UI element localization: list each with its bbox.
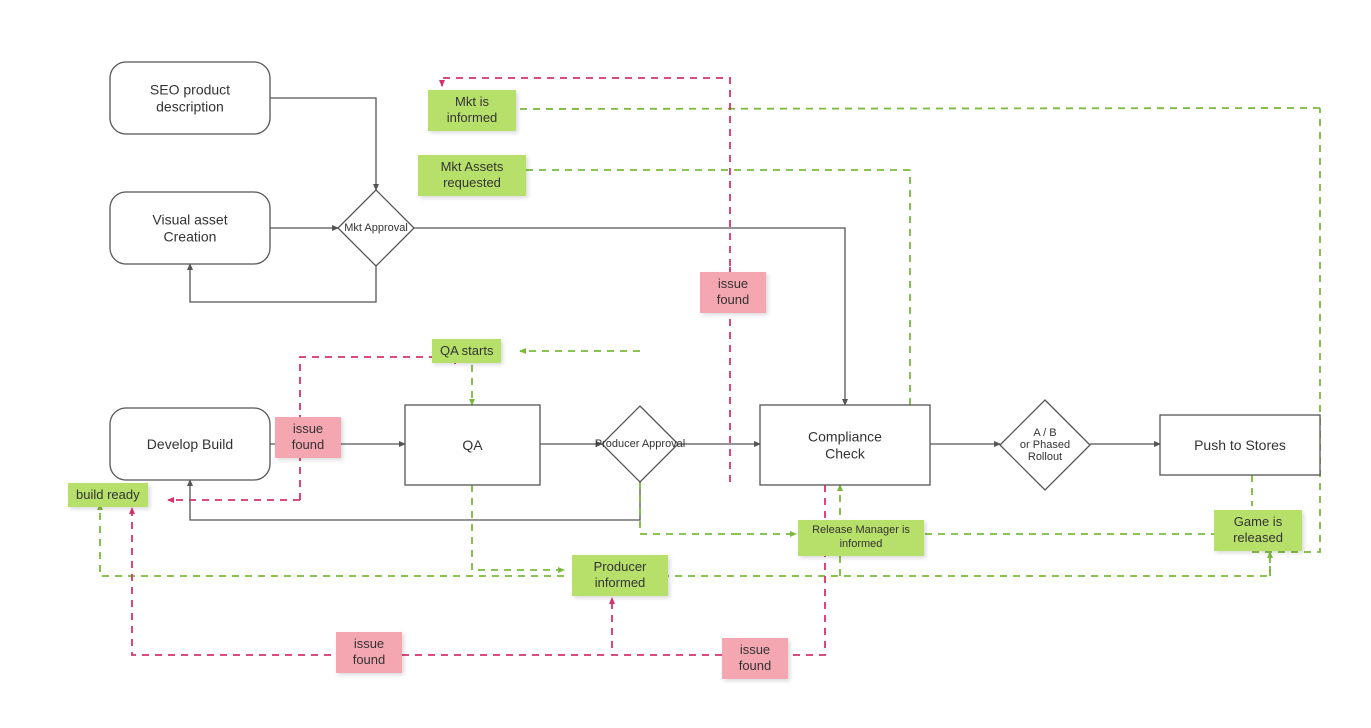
node-label-visual: Visual assetCreation <box>152 212 227 245</box>
sticky-game_released: Game is released <box>1214 510 1302 551</box>
sticky-mkt_informed: Mkt is informed <box>428 90 516 131</box>
sticky-release_mgr: Release Manager is informed <box>798 520 924 556</box>
node-label-seo: SEO productdescription <box>150 82 230 115</box>
sticky-issue_top: issue found <box>700 272 766 313</box>
g-long-runner <box>662 534 1270 576</box>
g-producer-vert <box>472 485 564 570</box>
sticky-issue_dev: issue found <box>275 417 341 458</box>
sticky-producer_inf: Producer informed <box>572 555 668 596</box>
flowchart-stage: SEO productdescription Visual assetCreati… <box>0 0 1371 728</box>
sticky-build_ready: build ready <box>68 483 148 507</box>
mkt-to-visual-back <box>190 264 376 302</box>
g-tail-right <box>1252 108 1320 552</box>
sticky-qa_starts: QA starts <box>432 339 501 363</box>
g-runner-left <box>100 504 564 576</box>
p-qa-back <box>300 357 455 410</box>
seo-to-mkt <box>270 98 376 190</box>
flowchart-svg: SEO productdescription Visual assetCreati… <box>0 0 1371 728</box>
node-label-prodapprov: Producer Approval <box>595 438 686 450</box>
node-label-qa: QA <box>462 437 483 453</box>
mkt-to-compliance <box>414 228 845 405</box>
g-mkt-informed <box>508 108 1320 109</box>
sticky-issue_bl: issue found <box>336 632 402 673</box>
node-label-push: Push to Stores <box>1194 437 1286 453</box>
sticky-mkt_assets: Mkt Assets requested <box>418 155 526 196</box>
g-prod-to-release <box>640 482 734 534</box>
sticky-issue_br: issue found <box>722 638 788 679</box>
node-label-mktapprov: Mkt Approval <box>344 222 408 234</box>
node-label-develop: Develop Build <box>147 436 233 452</box>
